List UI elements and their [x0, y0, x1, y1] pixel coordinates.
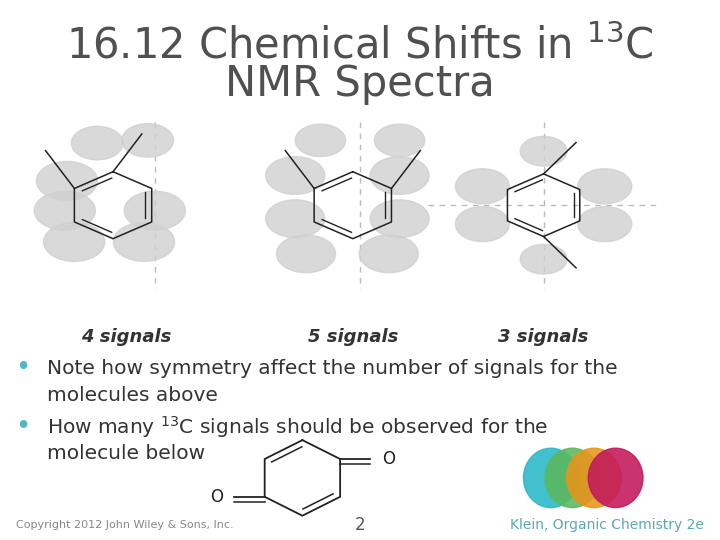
Text: NMR Spectra: NMR Spectra — [225, 63, 495, 105]
Ellipse shape — [588, 448, 643, 508]
Ellipse shape — [114, 222, 174, 261]
Ellipse shape — [276, 235, 336, 273]
Ellipse shape — [36, 161, 98, 200]
Text: How many $^{13}$C signals should be observed for the: How many $^{13}$C signals should be obse… — [47, 414, 548, 440]
Ellipse shape — [43, 222, 105, 261]
Text: Klein, Organic Chemistry 2e: Klein, Organic Chemistry 2e — [510, 518, 704, 532]
Text: •: • — [15, 414, 31, 440]
Ellipse shape — [456, 206, 510, 242]
Text: •: • — [15, 355, 31, 381]
Ellipse shape — [456, 168, 510, 204]
Text: Copyright 2012 John Wiley & Sons, Inc.: Copyright 2012 John Wiley & Sons, Inc. — [16, 520, 233, 530]
Text: O: O — [210, 488, 223, 506]
Ellipse shape — [359, 235, 418, 273]
Text: molecule below: molecule below — [47, 444, 205, 463]
Text: molecules above: molecules above — [47, 386, 217, 405]
Ellipse shape — [370, 200, 429, 238]
Ellipse shape — [266, 157, 325, 194]
Ellipse shape — [266, 200, 325, 238]
Text: 5 signals: 5 signals — [307, 328, 398, 347]
Ellipse shape — [374, 124, 425, 157]
Text: 16.12 Chemical Shifts in $^{13}$C: 16.12 Chemical Shifts in $^{13}$C — [66, 25, 654, 67]
Text: O: O — [382, 450, 395, 468]
Ellipse shape — [521, 136, 567, 166]
Ellipse shape — [71, 126, 123, 160]
Ellipse shape — [567, 448, 621, 508]
Ellipse shape — [577, 206, 632, 242]
Ellipse shape — [370, 157, 429, 194]
Ellipse shape — [122, 124, 174, 157]
Ellipse shape — [545, 448, 600, 508]
Ellipse shape — [523, 448, 578, 508]
Ellipse shape — [34, 191, 95, 230]
Text: Note how symmetry affect the number of signals for the: Note how symmetry affect the number of s… — [47, 359, 618, 378]
Text: 4 signals: 4 signals — [81, 328, 171, 347]
Ellipse shape — [577, 168, 632, 204]
Ellipse shape — [295, 124, 346, 157]
Ellipse shape — [125, 191, 186, 230]
Ellipse shape — [521, 244, 567, 274]
Text: 2: 2 — [355, 516, 365, 534]
Text: 3 signals: 3 signals — [498, 328, 589, 347]
